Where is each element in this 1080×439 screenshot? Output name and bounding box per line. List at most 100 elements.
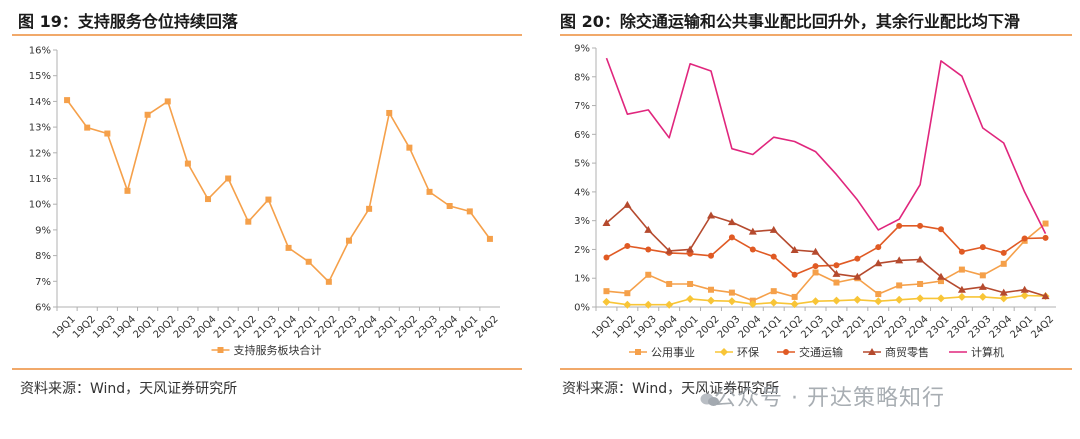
- x-tick-label: 23Q1: [925, 314, 952, 341]
- data-point: [748, 227, 757, 235]
- series-line: [605, 57, 1047, 234]
- x-tick-label: 21Q2: [778, 314, 805, 341]
- data-point: [938, 278, 944, 285]
- x-tick-label: 19Q2: [611, 314, 638, 341]
- data-point: [164, 98, 171, 105]
- data-point: [811, 297, 820, 306]
- x-tick-label: 20Q4: [737, 314, 764, 341]
- x-tick-label: 22Q2: [862, 314, 889, 341]
- x-tick-label: 22Q3: [883, 314, 910, 341]
- data-point: [979, 244, 986, 251]
- legend-label: 公用事业: [651, 346, 695, 359]
- data-point: [708, 252, 714, 259]
- legend-label: 环保: [737, 345, 759, 359]
- series-line: [606, 294, 1046, 306]
- data-point: [707, 296, 715, 305]
- data-point: [957, 285, 966, 293]
- data-point: [623, 200, 632, 208]
- data-point: [812, 263, 819, 270]
- data-point: [896, 222, 903, 229]
- data-point: [1041, 292, 1050, 300]
- data-point: [1000, 260, 1007, 267]
- data-point: [225, 175, 232, 182]
- data-point: [812, 269, 819, 276]
- data-point: [978, 282, 987, 290]
- y-tick-label: 0%: [574, 303, 590, 314]
- source-note: 资料来源：Wind，天风证券研究所: [562, 381, 780, 397]
- data-point: [832, 296, 841, 305]
- y-tick-label: 8%: [574, 72, 590, 83]
- y-tick-label: 6%: [35, 303, 51, 314]
- data-point: [874, 259, 883, 267]
- data-point: [665, 300, 674, 309]
- data-point: [84, 124, 91, 131]
- y-tick-label: 9%: [574, 44, 590, 55]
- x-tick-label: 21Q3: [799, 314, 826, 341]
- y-tick-label: 7%: [35, 277, 51, 288]
- legend-label: 支持服务板块合计: [234, 343, 322, 357]
- data-point: [285, 244, 292, 251]
- data-point: [1020, 285, 1029, 293]
- y-tick-label: 2%: [574, 245, 590, 256]
- wechat-icon: [700, 393, 719, 406]
- data-point: [895, 295, 904, 304]
- data-point: [466, 208, 473, 215]
- data-point: [603, 288, 610, 295]
- data-point: [938, 226, 944, 233]
- data-point: [833, 262, 840, 269]
- chart-title: 图 20：除交通运输和公共事业配比回升外，其余行业配比均下滑: [560, 12, 1020, 31]
- x-tick-label: 21Q1: [758, 314, 785, 341]
- data-point: [853, 272, 862, 280]
- data-point: [791, 271, 798, 278]
- y-tick-label: 7%: [574, 101, 590, 112]
- data-point: [446, 202, 453, 209]
- data-point: [790, 300, 799, 309]
- series-line: [605, 204, 1046, 297]
- data-point: [874, 297, 883, 306]
- data-point: [707, 211, 715, 219]
- data-point: [728, 234, 735, 241]
- y-tick-label: 15%: [29, 71, 51, 82]
- x-tick-label: 24Q2: [474, 314, 501, 341]
- data-point: [749, 246, 756, 253]
- data-point: [916, 255, 925, 263]
- data-point: [791, 293, 798, 300]
- data-point: [832, 269, 841, 277]
- x-tick-label: 22Q4: [904, 314, 931, 341]
- industry-allocation-line-chart: 0% 1% 2% 3% 4% 5% 6% 7% 8% 9% 19Q119Q219Q319Q420Q1…: [574, 44, 1056, 360]
- source-note: 资料来源：Wind，天风证券研究所: [20, 381, 238, 397]
- data-point: [999, 288, 1008, 296]
- right-chart-panel: 图 20：除交通运输和公共事业配比回升外，其余行业配比均下滑 0% 1% 2% 3% 4…: [548, 0, 1080, 439]
- data-point: [875, 244, 882, 251]
- legend-label: 交通运输: [799, 345, 843, 359]
- data-point: [245, 218, 252, 225]
- data-point: [1021, 235, 1028, 242]
- data-point: [144, 111, 151, 118]
- y-tick-label: 4%: [574, 187, 590, 198]
- x-tick-label: 19Q1: [590, 314, 617, 341]
- data-point: [868, 348, 876, 355]
- data-point: [708, 286, 714, 293]
- y-tick-label: 10%: [29, 200, 51, 211]
- data-point: [635, 349, 641, 355]
- data-point: [958, 248, 965, 255]
- x-tick-label: 20Q3: [716, 314, 743, 341]
- data-point: [645, 271, 652, 278]
- chart-title: 图 19：支持服务仓位持续回落: [18, 12, 238, 31]
- data-point: [769, 298, 778, 307]
- data-point: [916, 294, 925, 303]
- data-point: [720, 348, 728, 356]
- x-tick-label: 19Q4: [653, 314, 680, 341]
- y-tick-label: 3%: [574, 216, 590, 227]
- y-tick-label: 6%: [574, 130, 590, 141]
- title-rule: [560, 34, 1072, 36]
- y-tick-label: 16%: [29, 46, 51, 57]
- data-point: [602, 297, 611, 306]
- watermark: 公众号 · 开达策略知行: [714, 386, 945, 411]
- data-point: [665, 246, 674, 254]
- data-point: [727, 218, 736, 226]
- x-tick-label: 20Q1: [674, 314, 701, 341]
- left-chart-panel: 图 19：支持服务仓位持续回落 6% 7% 8% 9% 10% 11% 12% 13% 14% 1…: [0, 0, 530, 439]
- data-point: [833, 279, 840, 286]
- series-line: [66, 99, 491, 283]
